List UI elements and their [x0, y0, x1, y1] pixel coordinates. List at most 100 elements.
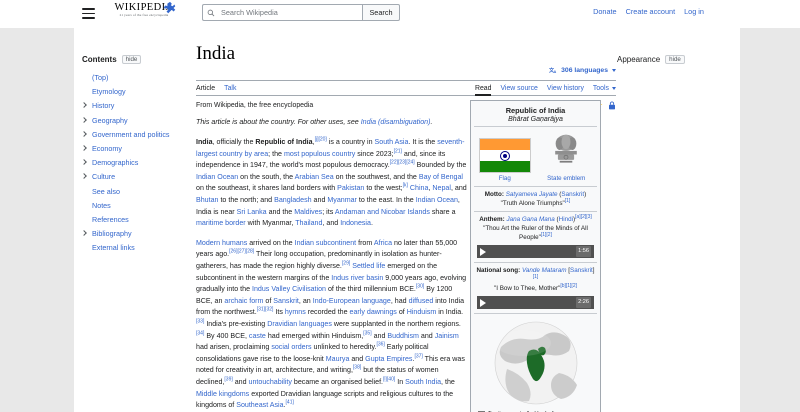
motto-language[interactable]: Sanskrit: [561, 191, 585, 198]
state-emblem-image[interactable]: [548, 132, 584, 168]
language-selector[interactable]: 文 A 306 languages: [549, 66, 616, 77]
national-song-language[interactable]: Sanskrit: [570, 267, 593, 274]
toc-item-link[interactable]: Government and politics: [92, 129, 170, 139]
reference-marker[interactable]: [35]: [363, 330, 372, 337]
article-link[interactable]: social orders: [271, 343, 312, 352]
anthem-audio-player[interactable]: 1:56: [477, 245, 594, 258]
hatnote-link[interactable]: India (disambiguation): [360, 118, 431, 127]
reference-marker[interactable]: [26][27][28]: [229, 249, 255, 256]
toc-hide-button[interactable]: hide: [121, 55, 142, 64]
lock-icon[interactable]: [608, 101, 616, 110]
article-link[interactable]: Bangladesh: [274, 196, 312, 204]
chevron-right-icon[interactable]: [81, 159, 87, 166]
india-flag-image[interactable]: [478, 138, 531, 173]
anthem-language[interactable]: Hindi: [558, 216, 574, 223]
article-link[interactable]: Indonesia: [340, 219, 371, 228]
reference-marker[interactable]: [22][23][24]: [389, 159, 415, 166]
tab-view-source[interactable]: View source: [500, 84, 538, 92]
article-link[interactable]: Modern humans: [196, 238, 248, 247]
reference-marker[interactable]: [31][32]: [256, 306, 274, 313]
article-link[interactable]: Thailand: [295, 219, 323, 228]
toc-item-link[interactable]: References: [92, 215, 129, 225]
article-link[interactable]: Gupta Empires: [365, 354, 413, 363]
article-link[interactable]: Sri Lanka: [236, 207, 267, 216]
chevron-right-icon[interactable]: [81, 102, 87, 109]
search-box[interactable]: [202, 4, 362, 21]
search-input[interactable]: [219, 5, 360, 20]
reference-marker[interactable]: [l][40]: [383, 376, 396, 383]
article-link[interactable]: Myanmar: [327, 196, 357, 204]
globe-location-map[interactable]: [481, 317, 591, 409]
article-link[interactable]: Africa: [373, 238, 393, 247]
article-link[interactable]: Maldives: [294, 207, 323, 216]
appearance-hide-button[interactable]: hide: [665, 55, 685, 64]
create-account-link[interactable]: Create account: [625, 7, 676, 16]
anthem-ref[interactable]: [a][2][3]: [575, 213, 592, 220]
article-link[interactable]: Indus river basin: [331, 273, 384, 282]
article-link[interactable]: Bhutan: [196, 196, 219, 204]
reference-marker[interactable]: [k]: [402, 183, 408, 190]
article-link[interactable]: Indus Valley Civilisation: [252, 285, 326, 294]
toc-item-link[interactable]: Culture: [92, 172, 116, 182]
reference-marker[interactable]: [38]: [352, 364, 362, 371]
article-link[interactable]: Indo-European language: [312, 296, 391, 305]
article-link[interactable]: most populous country: [283, 149, 356, 158]
reference-marker[interactable]: [29]: [341, 260, 351, 267]
article-link[interactable]: China: [409, 184, 429, 193]
toc-item-link[interactable]: Economy: [92, 144, 122, 154]
chevron-right-icon[interactable]: [81, 116, 87, 123]
article-link[interactable]: Settled life: [352, 261, 386, 270]
article-link[interactable]: Bay of Bengal: [418, 172, 464, 181]
reference-marker[interactable]: [39]: [224, 376, 233, 383]
article-link[interactable]: Middle kingdoms: [196, 389, 250, 398]
article-link[interactable]: Buddhism: [387, 331, 419, 340]
reference-marker[interactable]: [j][20]: [314, 136, 327, 143]
article-link[interactable]: Maurya: [325, 354, 350, 363]
login-link[interactable]: Log in: [684, 7, 704, 16]
reference-marker[interactable]: [33]: [196, 318, 205, 325]
reference-marker[interactable]: [37]: [414, 353, 423, 360]
national-song-value[interactable]: Vande Mataram: [521, 267, 567, 274]
wikipedia-logo[interactable]: WIKIPEDIA 21 years of the free encyclope…: [105, 2, 183, 18]
donate-link[interactable]: Donate: [593, 7, 617, 16]
motto-value[interactable]: Satyameva Jayate: [505, 191, 558, 198]
chevron-right-icon[interactable]: [81, 230, 87, 237]
national-song-translation-ref[interactable]: [b][1][2]: [560, 282, 577, 289]
article-link[interactable]: South India: [405, 377, 442, 386]
toc-item-link[interactable]: Notes: [92, 200, 111, 210]
toc-item-link[interactable]: History: [92, 101, 115, 111]
article-link[interactable]: Andaman and Nicobar Islands: [334, 207, 430, 216]
toc-item-link[interactable]: Geography: [92, 115, 128, 125]
chevron-right-icon[interactable]: [81, 173, 87, 180]
article-link[interactable]: Hinduism: [406, 308, 437, 317]
anthem-value[interactable]: Jana Gana Mana: [506, 216, 555, 223]
article-link[interactable]: Indian Ocean: [196, 172, 239, 181]
national-song-ref[interactable]: [1]: [532, 273, 539, 280]
toc-item-link[interactable]: (Top): [92, 73, 109, 82]
emblem-caption[interactable]: State emblem: [547, 175, 586, 182]
chevron-right-icon[interactable]: [81, 145, 87, 151]
article-link[interactable]: diffused: [408, 296, 434, 305]
tab-article[interactable]: Article: [196, 84, 216, 92]
article-link[interactable]: early dawnings: [349, 308, 397, 317]
main-menu-icon[interactable]: [82, 8, 95, 19]
tab-read[interactable]: Read: [474, 81, 492, 96]
article-link[interactable]: Nepal: [432, 184, 451, 193]
article-link[interactable]: Jainism: [434, 331, 459, 340]
article-link[interactable]: maritime border: [196, 219, 246, 228]
tab-tools[interactable]: Tools: [592, 84, 609, 92]
article-link[interactable]: untouchability: [248, 377, 292, 386]
article-link[interactable]: hymns: [284, 308, 306, 317]
motto-ref[interactable]: [1]: [564, 197, 571, 204]
article-link[interactable]: seventh-largest country by area: [196, 138, 465, 158]
article-link[interactable]: Sanskrit: [273, 296, 299, 305]
reference-marker[interactable]: [36]: [376, 341, 385, 348]
play-icon[interactable]: [480, 247, 486, 256]
article-link[interactable]: archaic form: [224, 296, 264, 305]
tab-view-history[interactable]: View history: [546, 84, 584, 92]
toc-item-link[interactable]: External links: [92, 243, 135, 253]
flag-caption[interactable]: Flag: [498, 175, 511, 182]
article-link[interactable]: Dravidian languages: [267, 319, 332, 328]
toc-item-link[interactable]: Etymology: [92, 87, 126, 97]
reference-marker[interactable]: [34]: [196, 330, 205, 337]
